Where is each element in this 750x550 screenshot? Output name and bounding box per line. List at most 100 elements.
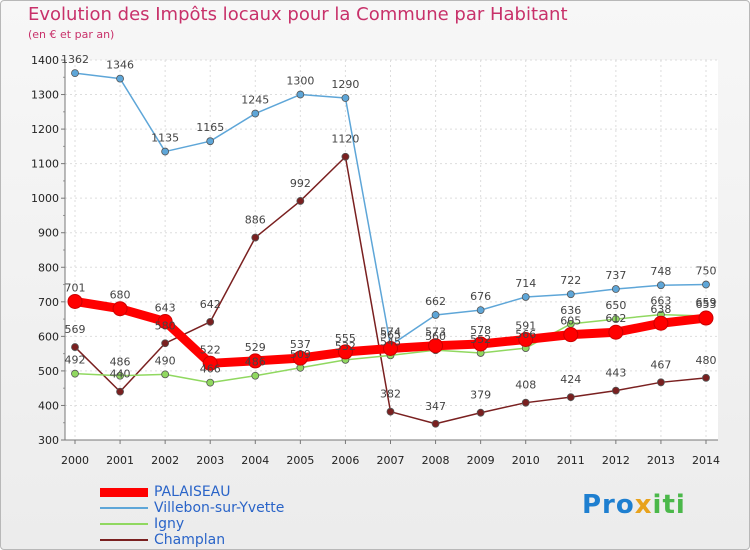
legend-label-villebon: Villebon-sur-Yvette xyxy=(154,500,285,516)
point-palaiseau-2007 xyxy=(383,340,398,356)
chart-subtitle: (en € et par an) xyxy=(28,28,115,41)
data-label-champlan-2014: 480 xyxy=(696,354,717,367)
data-label-palaiseau-2001: 680 xyxy=(110,289,131,302)
data-label-villebon-sur-yvette-2005: 1300 xyxy=(286,75,314,88)
data-label-igny-2014: 659 xyxy=(696,296,717,309)
y-tick-label-1400: 1400 xyxy=(31,54,59,67)
data-label-champlan-2003: 642 xyxy=(200,298,221,311)
point-palaiseau-2002 xyxy=(157,314,173,330)
data-label-igny-2013: 663 xyxy=(650,295,671,308)
point-villebon-sur-yvette-2009 xyxy=(476,306,485,315)
y-tick-label-1200: 1200 xyxy=(31,123,59,136)
x-tick-label-2003: 2003 xyxy=(196,454,224,467)
data-label-palaiseau-2000: 701 xyxy=(65,281,86,294)
data-label-champlan-2007: 382 xyxy=(380,388,401,401)
data-label-villebon-sur-yvette-2011: 722 xyxy=(560,274,581,287)
point-palaiseau-2012 xyxy=(608,324,624,340)
point-igny-2003 xyxy=(206,378,215,387)
point-champlan-2000 xyxy=(71,343,79,351)
data-label-villebon-sur-yvette-2012: 737 xyxy=(605,269,626,282)
data-label-igny-2012: 650 xyxy=(605,299,626,312)
point-villebon-sur-yvette-2006 xyxy=(341,94,350,102)
point-champlan-2012 xyxy=(611,386,620,395)
y-tick-label-1100: 1100 xyxy=(31,158,59,171)
point-igny-2004 xyxy=(251,371,260,380)
legend-label-champlan: Champlan xyxy=(154,532,226,548)
x-tick-label-2006: 2006 xyxy=(331,454,359,467)
point-champlan-2013 xyxy=(657,378,665,387)
x-tick-label-2013: 2013 xyxy=(647,454,675,467)
point-palaiseau-2011 xyxy=(563,327,579,343)
point-villebon-sur-yvette-2002 xyxy=(161,147,170,156)
data-label-palaiseau-2011: 605 xyxy=(560,315,581,328)
data-label-villebon-sur-yvette-2007: 574 xyxy=(380,325,401,338)
data-label-igny-2002: 490 xyxy=(155,354,176,367)
data-label-igny-2007: 545 xyxy=(380,335,401,348)
legend-item-igny: Igny xyxy=(100,516,284,532)
x-tick-label-2000: 2000 xyxy=(61,454,89,467)
data-label-villebon-sur-yvette-2008: 662 xyxy=(425,295,446,308)
data-label-champlan-2001: 440 xyxy=(110,368,131,381)
data-label-champlan-2002: 580 xyxy=(155,319,176,332)
data-label-igny-2001: 486 xyxy=(110,356,131,369)
data-label-villebon-sur-yvette-2003: 1165 xyxy=(196,121,224,134)
data-label-palaiseau-2014: 653 xyxy=(696,298,717,311)
data-label-palaiseau-2006: 555 xyxy=(335,332,356,345)
x-tick-label-2011: 2011 xyxy=(557,454,585,467)
data-label-igny-2003: 466 xyxy=(200,363,221,376)
y-tick-label-700: 700 xyxy=(38,296,59,309)
point-champlan-2003 xyxy=(206,317,215,326)
x-tick-label-2005: 2005 xyxy=(286,454,314,467)
data-label-champlan-2011: 424 xyxy=(560,373,581,386)
point-palaiseau-2006 xyxy=(337,344,353,360)
data-label-villebon-sur-yvette-2004: 1245 xyxy=(241,94,269,107)
legend: PALAISEAU Villebon-sur-Yvette Igny Champ… xyxy=(100,484,284,548)
y-tick-label-1300: 1300 xyxy=(31,89,59,102)
plot-area xyxy=(65,60,718,440)
chart-title: Evolution des Impôts locaux pour la Comm… xyxy=(28,4,568,25)
point-villebon-sur-yvette-2014 xyxy=(702,280,710,289)
point-igny-2002 xyxy=(161,370,170,379)
legend-item-villebon: Villebon-sur-Yvette xyxy=(100,500,284,516)
point-villebon-sur-yvette-2010 xyxy=(521,293,530,301)
point-palaiseau-2009 xyxy=(473,336,489,352)
x-tick-label-2004: 2004 xyxy=(241,454,269,467)
point-igny-2012 xyxy=(611,315,620,323)
point-champlan-2014 xyxy=(702,373,710,382)
legend-swatch-igny xyxy=(100,523,148,525)
point-palaiseau-2008 xyxy=(428,338,444,354)
point-villebon-sur-yvette-2003 xyxy=(206,137,215,146)
data-label-villebon-sur-yvette-2010: 714 xyxy=(515,277,536,290)
y-tick-label-300: 300 xyxy=(38,434,59,447)
data-label-champlan-2009: 379 xyxy=(470,389,491,402)
data-label-champlan-2005: 992 xyxy=(290,177,311,190)
point-palaiseau-2004 xyxy=(247,353,263,369)
y-tick-label-600: 600 xyxy=(38,330,59,343)
data-label-villebon-sur-yvette-2000: 1362 xyxy=(61,53,89,66)
legend-label-igny: Igny xyxy=(154,516,185,532)
proxiti-logo: Proxiti xyxy=(582,490,686,520)
y-tick-label-900: 900 xyxy=(38,227,59,240)
point-champlan-2001 xyxy=(116,387,124,396)
data-label-igny-2004: 486 xyxy=(245,356,266,369)
x-tick-label-2010: 2010 xyxy=(512,454,540,467)
data-label-champlan-2006: 1120 xyxy=(331,133,359,146)
data-label-palaiseau-2002: 643 xyxy=(155,302,176,315)
legend-swatch-champlan xyxy=(100,539,148,541)
point-villebon-sur-yvette-2013 xyxy=(657,281,665,290)
data-label-palaiseau-2012: 612 xyxy=(605,312,626,325)
data-label-villebon-sur-yvette-2006: 1290 xyxy=(331,78,359,91)
data-label-champlan-2010: 408 xyxy=(515,379,536,392)
x-tick-label-2008: 2008 xyxy=(422,454,450,467)
data-label-igny-2009: 552 xyxy=(470,333,491,346)
data-label-palaiseau-2008: 573 xyxy=(425,326,446,339)
point-villebon-sur-yvette-2005 xyxy=(296,90,305,99)
point-villebon-sur-yvette-2000 xyxy=(71,69,79,78)
x-tick-label-2014: 2014 xyxy=(692,454,720,467)
point-palaiseau-2010 xyxy=(518,331,534,347)
point-champlan-2004 xyxy=(251,233,260,242)
data-label-palaiseau-2005: 537 xyxy=(290,338,311,351)
data-label-igny-2000: 492 xyxy=(65,354,86,367)
legend-label-palaiseau: PALAISEAU xyxy=(154,484,231,500)
